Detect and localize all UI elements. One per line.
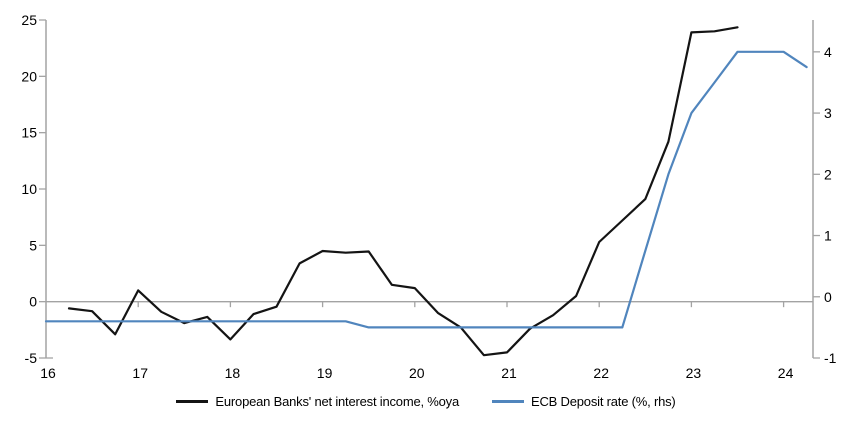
svg-text:16: 16 [40,365,56,381]
svg-text:19: 19 [317,365,333,381]
left-axis-labels: 25 20 15 10 5 0 -5 [21,12,37,366]
svg-text:5: 5 [29,237,37,253]
svg-text:3: 3 [824,105,832,121]
svg-text:18: 18 [225,365,241,381]
svg-text:25: 25 [21,12,37,28]
svg-text:0: 0 [824,289,832,305]
svg-text:17: 17 [132,365,148,381]
right-axis-labels: 4 3 2 1 0 -1 [824,44,837,366]
svg-text:-5: -5 [25,350,38,366]
right-axis [812,20,820,359]
svg-text:20: 20 [21,68,37,84]
svg-text:21: 21 [501,365,517,381]
legend-label-ecb-deposit-rate: ECB Deposit rate (%, rhs) [531,394,676,409]
svg-text:2: 2 [824,166,832,182]
svg-text:4: 4 [824,44,832,60]
ecb-deposit-rate-line [44,50,808,329]
left-axis [39,19,53,359]
legend-item-net-interest-income: European Banks' net interest income, %oy… [176,394,459,409]
svg-text:20: 20 [409,365,425,381]
blue-line-swatch-icon [492,400,525,403]
svg-text:22: 22 [593,365,609,381]
svg-text:-1: -1 [824,350,837,366]
net-interest-income-line [67,26,739,357]
legend-item-ecb-deposit-rate: ECB Deposit rate (%, rhs) [492,394,676,409]
legend: European Banks' net interest income, %oy… [0,394,852,409]
black-line-swatch-icon [176,400,209,403]
legend-label-net-interest-income: European Banks' net interest income, %oy… [215,394,460,409]
svg-text:0: 0 [29,294,37,310]
svg-text:24: 24 [778,365,794,381]
svg-text:23: 23 [686,365,702,381]
svg-text:15: 15 [21,125,37,141]
x-axis-labels: 16 17 18 19 20 21 22 23 24 [40,365,793,381]
svg-text:10: 10 [21,181,37,197]
x-axis-ticks [137,301,785,308]
svg-text:1: 1 [824,228,832,244]
